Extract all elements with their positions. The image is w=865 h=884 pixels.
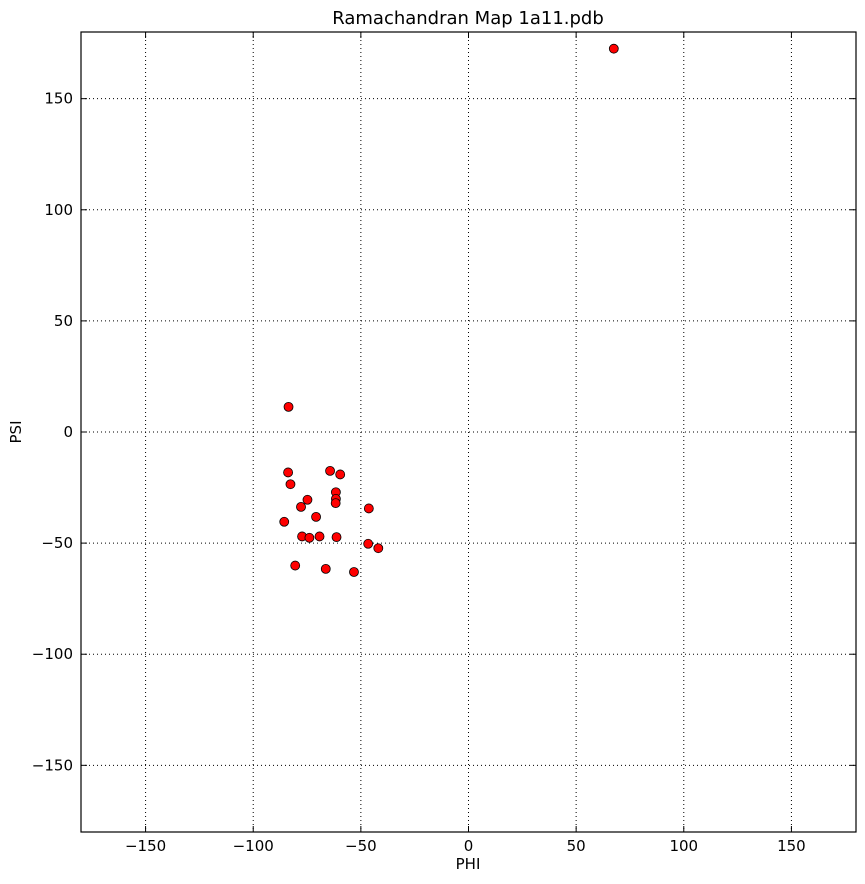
data-point — [608, 43, 619, 54]
data-point — [279, 516, 290, 527]
data-point — [331, 532, 342, 543]
data-point — [285, 479, 296, 490]
data-point — [363, 538, 374, 549]
data-point — [283, 401, 294, 412]
x-tick-label: 50 — [567, 837, 586, 855]
data-point — [296, 501, 306, 512]
axis-ticks — [81, 32, 856, 832]
chart-title: Ramachandran Map 1a11.pdb — [332, 8, 604, 29]
data-point — [373, 543, 384, 554]
x-tick-label: 0 — [464, 837, 474, 855]
y-tick-label: −100 — [32, 645, 73, 663]
x-tick-label: 150 — [777, 837, 806, 855]
data-point — [311, 511, 321, 522]
x-tick-label: 100 — [669, 837, 698, 855]
y-tick-label: 0 — [63, 423, 73, 441]
data-point — [283, 467, 293, 478]
data-point — [302, 494, 313, 505]
data-point — [304, 532, 315, 543]
data-point — [320, 563, 331, 574]
data-point — [349, 567, 359, 577]
data-point — [330, 498, 341, 509]
y-axis-tick-labels: −150 −100 −50 0 50 100 150 — [32, 90, 73, 775]
x-tick-label: −50 — [345, 837, 377, 855]
data-point — [325, 465, 335, 476]
x-tick-label: −100 — [233, 837, 274, 855]
y-tick-label: −150 — [32, 756, 73, 774]
data-point — [314, 531, 325, 542]
data-point — [335, 469, 346, 480]
grid-lines — [81, 32, 856, 832]
x-axis-tick-labels: −150 −100 −50 0 50 100 150 — [125, 837, 806, 855]
y-tick-label: 150 — [44, 90, 73, 108]
x-axis-label: PHI — [456, 855, 481, 873]
y-tick-label: 100 — [44, 201, 73, 219]
x-tick-label: −150 — [125, 837, 166, 855]
data-points — [279, 43, 619, 577]
y-tick-label: 50 — [54, 312, 73, 330]
y-tick-label: −50 — [41, 534, 73, 552]
y-axis-label: PSI — [7, 421, 25, 444]
data-point — [363, 503, 374, 514]
data-point — [290, 560, 301, 571]
